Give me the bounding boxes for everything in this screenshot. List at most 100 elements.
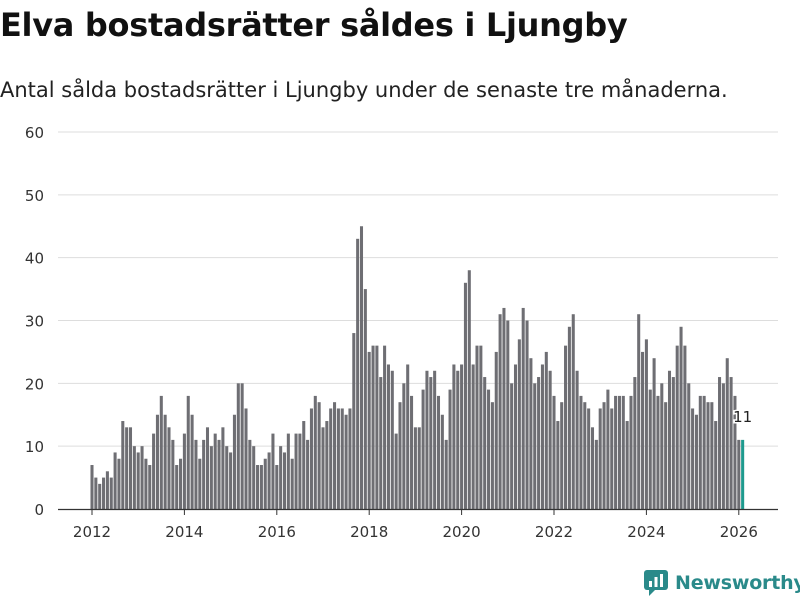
bar	[544, 351, 548, 509]
bar	[194, 439, 198, 509]
bar	[521, 307, 525, 509]
bar	[167, 427, 171, 509]
bar	[598, 408, 602, 509]
bar	[202, 439, 206, 509]
y-tick-label: 30	[25, 313, 44, 331]
bar	[679, 326, 683, 509]
bar	[502, 307, 506, 509]
bar	[313, 395, 317, 509]
bar	[575, 370, 579, 509]
bar	[236, 383, 240, 509]
bar	[121, 421, 125, 509]
bar	[471, 364, 475, 509]
newsworthy-icon	[644, 570, 668, 596]
bar	[725, 358, 729, 509]
bar	[452, 364, 456, 509]
bar	[217, 439, 221, 509]
bar	[513, 364, 518, 509]
bar	[433, 370, 437, 509]
bar	[105, 471, 109, 509]
bar	[560, 402, 564, 509]
bar	[617, 395, 621, 509]
y-tick-label: 50	[25, 187, 44, 205]
bar	[390, 370, 394, 509]
x-tick-label: 2024	[627, 523, 665, 541]
bar	[205, 427, 210, 509]
x-tick-label: 2022	[535, 523, 573, 541]
bar	[352, 333, 356, 509]
bar	[506, 320, 510, 509]
bar	[225, 446, 229, 509]
bar	[152, 433, 156, 509]
bar	[733, 395, 737, 509]
bar	[148, 465, 152, 509]
bar	[209, 446, 213, 509]
y-tick-label: 40	[25, 250, 44, 268]
bar	[556, 421, 560, 509]
bar	[109, 477, 113, 509]
bar	[229, 452, 233, 509]
bar	[525, 320, 529, 509]
bar	[737, 439, 741, 509]
bar	[232, 414, 236, 509]
y-tick-label: 0	[34, 501, 44, 519]
bar	[460, 364, 464, 509]
bar	[128, 427, 133, 509]
bar	[375, 345, 379, 509]
bar	[664, 402, 668, 509]
bar	[479, 345, 483, 509]
bar	[633, 377, 637, 509]
bar	[259, 465, 263, 509]
bar	[694, 414, 698, 509]
bar	[90, 465, 94, 509]
bar	[279, 446, 283, 509]
bar	[456, 370, 460, 509]
newsworthy-logo: Newsworthy	[644, 569, 800, 597]
bar	[125, 427, 129, 509]
bar	[386, 364, 390, 509]
bar	[644, 339, 648, 509]
bar	[587, 408, 591, 509]
bar	[590, 427, 595, 509]
bar	[602, 402, 606, 509]
bar	[271, 433, 275, 509]
bar	[656, 395, 660, 509]
bar	[398, 402, 402, 509]
bar	[329, 408, 333, 509]
bar	[182, 433, 186, 509]
bar	[729, 377, 733, 509]
bar	[444, 439, 448, 509]
bar	[625, 421, 629, 509]
bar	[367, 351, 371, 509]
bar	[282, 452, 287, 509]
bar	[540, 364, 544, 509]
bar	[371, 345, 375, 509]
bar	[448, 389, 452, 509]
x-tick-label: 2016	[258, 523, 296, 541]
bar	[637, 314, 641, 509]
bar	[710, 402, 714, 509]
bar	[406, 364, 410, 509]
bar	[102, 477, 106, 509]
bar	[298, 433, 302, 509]
bar	[498, 314, 502, 509]
bar	[248, 439, 252, 509]
bar	[240, 383, 244, 509]
bar	[186, 395, 190, 509]
bar	[190, 414, 194, 509]
bar	[567, 326, 571, 509]
bar	[417, 427, 421, 509]
bar	[359, 226, 364, 509]
latest-value-label: 11	[733, 408, 752, 426]
bar	[286, 433, 290, 509]
x-tick-label: 2018	[350, 523, 388, 541]
bar	[429, 377, 433, 509]
bar	[302, 421, 306, 509]
bar	[306, 439, 310, 509]
bar	[606, 389, 610, 509]
bar	[652, 358, 656, 509]
bar	[436, 395, 441, 509]
bar	[671, 377, 675, 509]
bar	[379, 377, 383, 509]
